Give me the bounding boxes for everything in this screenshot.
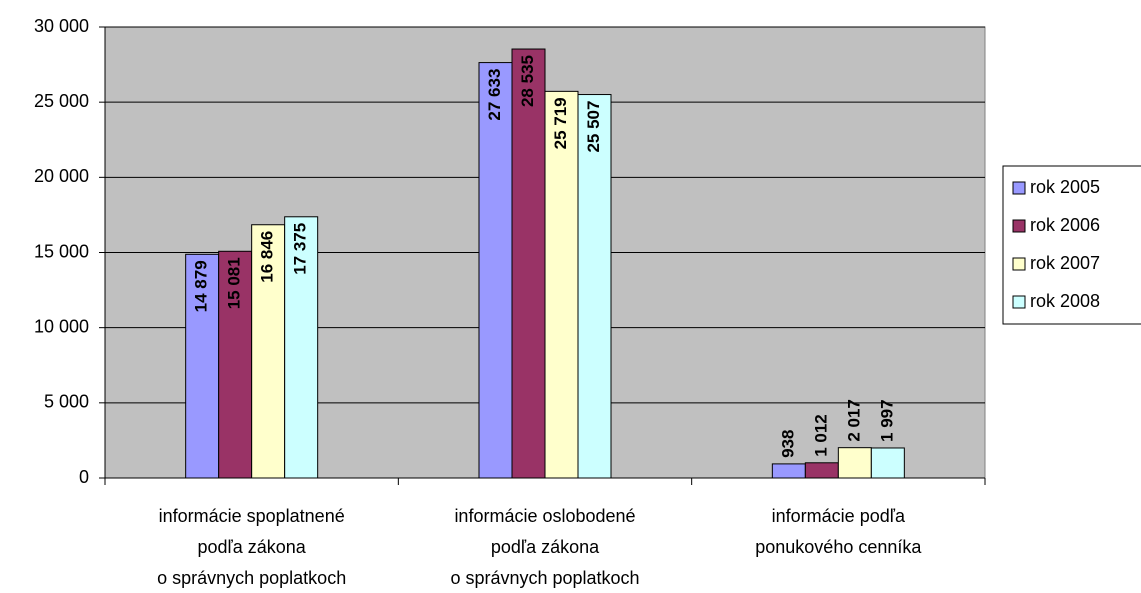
x-tick-label: informácie podľa	[772, 506, 906, 526]
bar	[544, 90, 579, 479]
legend-label: rok 2006	[1030, 215, 1100, 235]
bar	[284, 216, 319, 479]
x-tick-label: o správnych poplatkoch	[157, 568, 346, 588]
data-label: 27 633	[485, 69, 504, 121]
data-label: 1 997	[877, 399, 896, 442]
data-label: 938	[778, 430, 797, 458]
legend-label: rok 2008	[1030, 291, 1100, 311]
y-tick-label: 0	[79, 467, 89, 487]
y-tick-label: 25 000	[34, 91, 89, 111]
legend	[1002, 165, 1141, 325]
bar	[771, 463, 806, 479]
data-label: 2 017	[844, 399, 863, 442]
bar	[511, 48, 546, 479]
data-label: 28 535	[518, 55, 537, 107]
bar	[837, 447, 872, 479]
y-tick-label: 30 000	[34, 16, 89, 36]
y-tick-label: 10 000	[34, 316, 89, 336]
bar	[185, 253, 220, 479]
data-label: 16 846	[258, 231, 277, 283]
x-tick-label: ponukového cenníka	[755, 537, 922, 557]
data-label: 14 879	[192, 260, 211, 312]
legend-swatch	[1012, 295, 1026, 309]
x-tick-label: informácie spoplatnené	[159, 506, 345, 526]
y-tick-label: 5 000	[44, 392, 89, 412]
x-tick-label: informácie oslobodené	[454, 506, 635, 526]
data-label: 25 507	[584, 101, 603, 153]
legend-label: rok 2007	[1030, 253, 1100, 273]
bar	[478, 62, 513, 479]
data-label: 25 719	[551, 97, 570, 149]
legend-swatch	[1012, 219, 1026, 233]
bar	[577, 94, 612, 479]
data-label: 15 081	[225, 257, 244, 309]
legend-swatch	[1012, 181, 1026, 195]
legend-swatch	[1012, 257, 1026, 271]
bar	[804, 462, 839, 479]
x-tick-label: o správnych poplatkoch	[450, 568, 639, 588]
bar	[218, 250, 253, 479]
bar	[870, 447, 905, 479]
x-tick-label: podľa zákona	[197, 537, 306, 557]
y-tick-label: 15 000	[34, 241, 89, 261]
y-tick-label: 20 000	[34, 166, 89, 186]
data-label: 17 375	[291, 223, 310, 275]
data-label: 1 012	[811, 414, 830, 457]
legend-label: rok 2005	[1030, 177, 1100, 197]
x-tick-label: podľa zákona	[491, 537, 600, 557]
